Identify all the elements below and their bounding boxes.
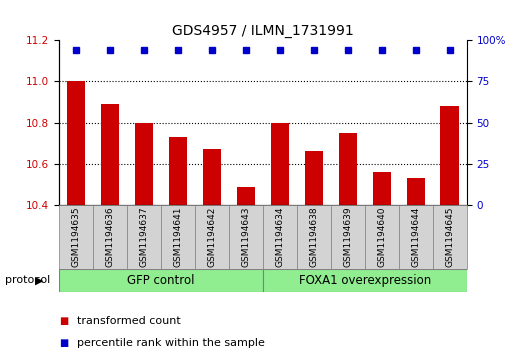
Bar <box>93 205 127 269</box>
Text: GSM1194643: GSM1194643 <box>242 207 250 267</box>
Bar <box>59 269 263 292</box>
Text: GFP control: GFP control <box>127 274 195 287</box>
Bar <box>203 149 221 205</box>
Bar <box>101 104 120 205</box>
Text: GSM1194638: GSM1194638 <box>309 207 319 267</box>
Bar <box>67 81 85 205</box>
Bar <box>169 137 187 205</box>
Text: ■: ■ <box>59 338 68 348</box>
Bar <box>229 205 263 269</box>
Text: GSM1194634: GSM1194634 <box>275 207 284 267</box>
Title: GDS4957 / ILMN_1731991: GDS4957 / ILMN_1731991 <box>172 24 354 37</box>
Bar <box>305 151 323 205</box>
Bar <box>263 205 297 269</box>
Text: GSM1194640: GSM1194640 <box>378 207 386 267</box>
Text: GSM1194637: GSM1194637 <box>140 207 148 267</box>
Bar <box>365 205 399 269</box>
Bar <box>236 187 255 205</box>
Bar <box>297 205 331 269</box>
Bar <box>270 122 289 205</box>
Text: GSM1194639: GSM1194639 <box>343 207 352 267</box>
Bar <box>161 205 195 269</box>
Bar <box>59 205 93 269</box>
Text: GSM1194636: GSM1194636 <box>106 207 114 267</box>
Bar <box>263 269 467 292</box>
Bar <box>195 205 229 269</box>
Text: FOXA1 overexpression: FOXA1 overexpression <box>299 274 431 287</box>
Bar <box>127 205 161 269</box>
Bar <box>331 205 365 269</box>
Bar <box>372 172 391 205</box>
Text: ■: ■ <box>59 316 68 326</box>
Bar <box>399 205 433 269</box>
Text: GSM1194644: GSM1194644 <box>411 207 420 267</box>
Text: transformed count: transformed count <box>77 316 181 326</box>
Bar <box>433 205 467 269</box>
Bar <box>134 122 153 205</box>
Text: GSM1194641: GSM1194641 <box>173 207 183 267</box>
Text: protocol: protocol <box>5 276 50 285</box>
Bar <box>406 178 425 205</box>
Text: GSM1194635: GSM1194635 <box>71 207 81 267</box>
Text: GSM1194645: GSM1194645 <box>445 207 455 267</box>
Text: GSM1194642: GSM1194642 <box>207 207 216 267</box>
Bar <box>441 106 459 205</box>
Bar <box>339 133 357 205</box>
Text: percentile rank within the sample: percentile rank within the sample <box>77 338 265 348</box>
Text: ▶: ▶ <box>35 276 44 285</box>
